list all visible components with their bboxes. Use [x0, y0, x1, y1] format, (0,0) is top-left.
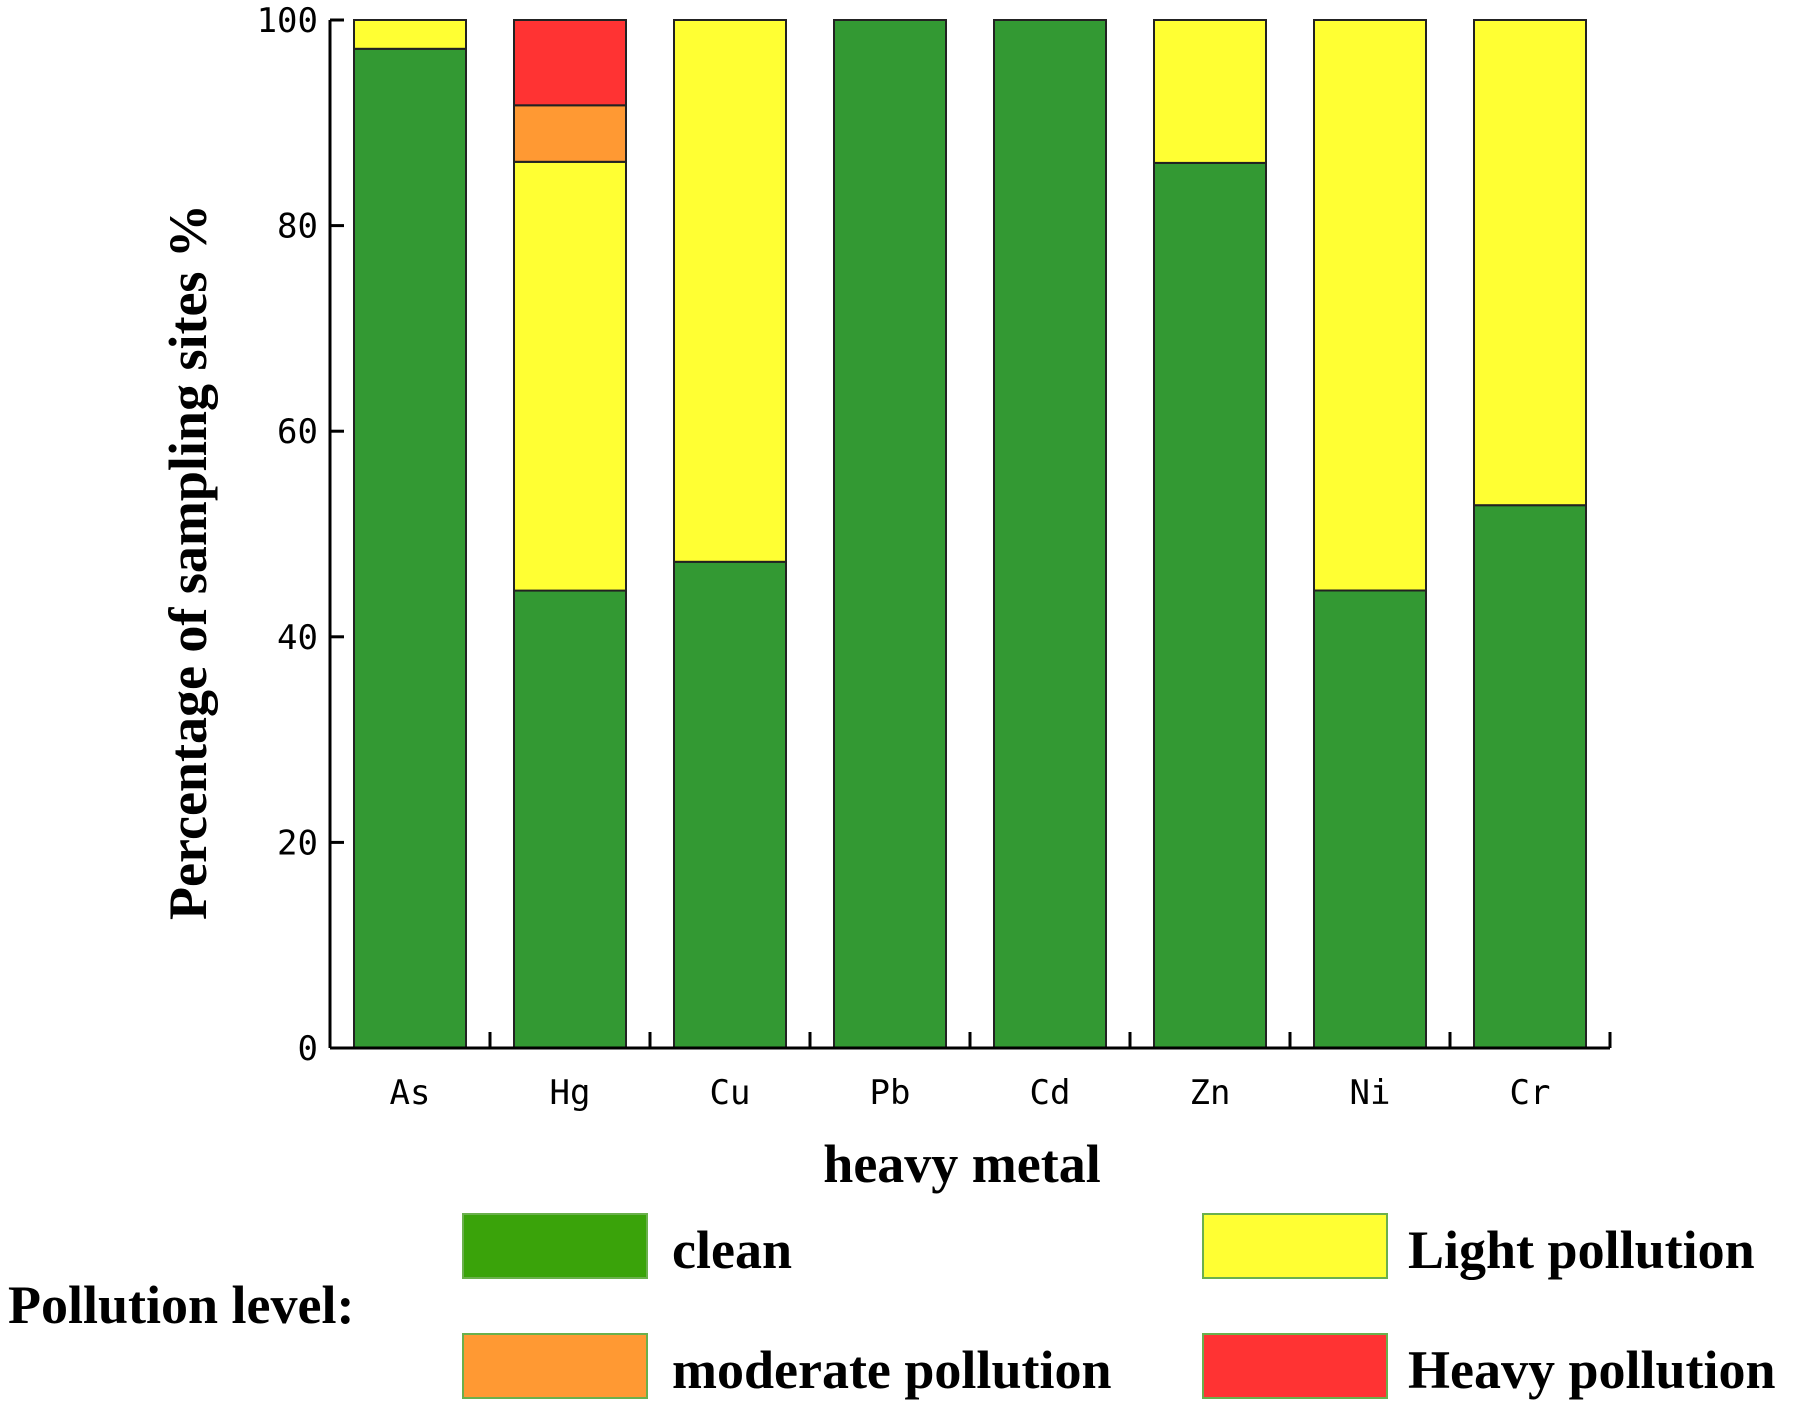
bar-hg-moderate-pollution	[513, 104, 627, 163]
legend-swatch-moderate-pollution	[462, 1333, 648, 1399]
y-axis-title: Percentage of sampling sites %	[158, 204, 218, 920]
bar-ni-light-pollution	[1313, 19, 1427, 592]
x-tick-label: Hg	[550, 1073, 591, 1113]
bar-zn-clean	[1153, 161, 1267, 1049]
bar-zn-light-pollution	[1153, 19, 1267, 164]
bar-cr-clean	[1473, 504, 1587, 1049]
bar-ni-clean	[1313, 589, 1427, 1049]
legend: Pollution level: clean Light pollution mod…	[8, 1213, 1776, 1400]
x-ticks: As Hg Cu Pb Cd Zn Ni Cr	[390, 1032, 1612, 1113]
bar-pb-clean	[833, 19, 947, 1049]
x-tick-label: As	[390, 1073, 431, 1113]
bar-cd-clean	[993, 19, 1107, 1049]
y-tick-label: 40	[277, 618, 318, 658]
y-tick-label: 20	[277, 823, 318, 863]
legend-label-light-pollution: Light pollution	[1408, 1220, 1755, 1280]
x-tick-label: Cd	[1030, 1073, 1071, 1113]
bars-layer	[353, 19, 1587, 1050]
x-tick-label: Cu	[710, 1073, 751, 1113]
legend-swatch-light-pollution	[1202, 1213, 1388, 1279]
bar-cu-light-pollution	[673, 19, 787, 563]
bar-cr-light-pollution	[1473, 19, 1587, 507]
legend-swatch-heavy-pollution	[1202, 1333, 1388, 1399]
y-ticks: 0 20 40 60 80 100	[257, 1, 344, 1069]
bar-as-light-pollution	[353, 19, 467, 50]
x-tick-label: Ni	[1350, 1073, 1391, 1113]
x-tick-label: Cr	[1510, 1073, 1551, 1113]
y-tick-label: 0	[298, 1029, 318, 1069]
legend-label-heavy-pollution: Heavy pollution	[1408, 1340, 1776, 1400]
bar-hg-heavy-pollution	[513, 19, 627, 107]
y-tick-label: 80	[277, 207, 318, 247]
bar-hg-clean	[513, 589, 627, 1049]
legend-title: Pollution level:	[8, 1275, 354, 1335]
x-axis-title: heavy metal	[823, 1134, 1100, 1194]
y-tick-label: 60	[277, 412, 318, 452]
legend-label-moderate-pollution: moderate pollution	[672, 1340, 1112, 1400]
legend-label-clean: clean	[672, 1220, 792, 1280]
x-tick-label: Pb	[870, 1073, 911, 1113]
bar-as-clean	[353, 47, 467, 1050]
legend-swatch-clean	[462, 1213, 648, 1279]
bar-hg-light-pollution	[513, 160, 627, 592]
y-tick-label: 100	[257, 1, 318, 41]
bar-cu-clean	[673, 560, 787, 1049]
x-tick-label: Zn	[1190, 1073, 1231, 1113]
